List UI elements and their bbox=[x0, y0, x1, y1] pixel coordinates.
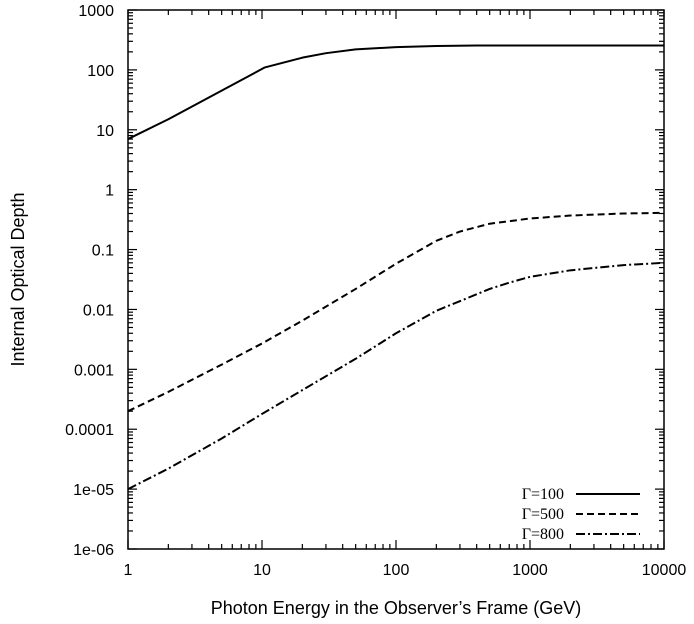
x-axis-label: Photon Energy in the Observer’s Frame (G… bbox=[211, 598, 582, 618]
x-tick-label: 100 bbox=[383, 562, 410, 579]
legend-label: Γ=500 bbox=[522, 506, 564, 523]
x-tick-label: 1 bbox=[124, 562, 133, 579]
series-line-3 bbox=[127, 261, 665, 491]
y-tick-label: 0.01 bbox=[83, 302, 114, 319]
legend: Γ=100 Γ=500 Γ=800 bbox=[522, 486, 640, 543]
series-lines bbox=[127, 44, 665, 491]
y-axis-label: Internal Optical Depth bbox=[8, 192, 28, 366]
y-tick-label: 0.001 bbox=[74, 362, 114, 379]
y-tick-label: 1 bbox=[105, 183, 114, 200]
y-tick-labels: 1e-06 1e-05 0.0001 0.001 0.01 0.1 1 10 100 1000 bbox=[65, 3, 114, 559]
x-tick-label: 1000 bbox=[512, 562, 548, 579]
series-line-1 bbox=[127, 44, 664, 140]
y-tick-label: 1000 bbox=[78, 3, 114, 20]
y-tick-label: 0.1 bbox=[92, 243, 114, 260]
x-tick-label: 10000 bbox=[642, 562, 687, 579]
y-tick-label: 0.0001 bbox=[65, 422, 114, 439]
y-tick-label: 10 bbox=[96, 123, 114, 140]
x-tick-labels: 1 10 100 1000 10000 bbox=[124, 562, 687, 579]
legend-label: Γ=100 bbox=[522, 486, 564, 503]
plot-frame bbox=[127, 9, 665, 550]
tick-marks bbox=[127, 9, 665, 550]
x-tick-label: 10 bbox=[253, 562, 271, 579]
series-line-2 bbox=[127, 211, 665, 413]
legend-label: Γ=800 bbox=[522, 526, 564, 543]
y-tick-label: 100 bbox=[87, 63, 114, 80]
y-tick-label: 1e-06 bbox=[73, 542, 114, 559]
y-tick-label: 1e-05 bbox=[73, 482, 114, 499]
